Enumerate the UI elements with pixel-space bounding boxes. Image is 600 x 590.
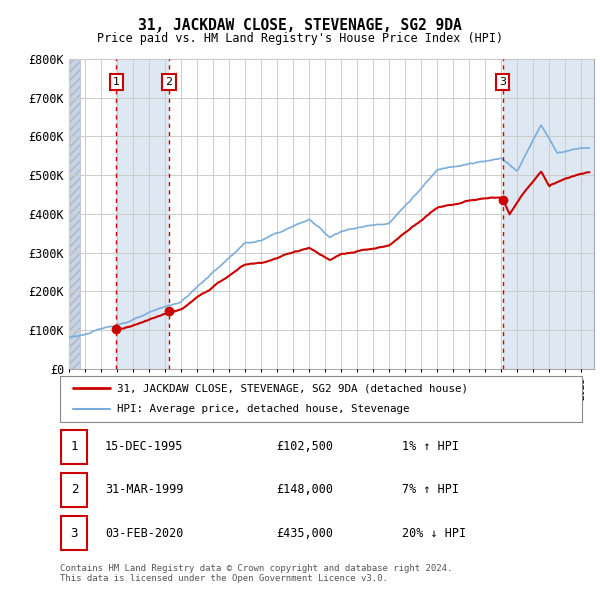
Text: 15-DEC-1995: 15-DEC-1995 [105, 440, 184, 454]
Text: 31, JACKDAW CLOSE, STEVENAGE, SG2 9DA (detached house): 31, JACKDAW CLOSE, STEVENAGE, SG2 9DA (d… [118, 384, 469, 394]
FancyBboxPatch shape [60, 376, 582, 422]
Text: Contains HM Land Registry data © Crown copyright and database right 2024.
This d: Contains HM Land Registry data © Crown c… [60, 563, 452, 583]
Text: Price paid vs. HM Land Registry's House Price Index (HPI): Price paid vs. HM Land Registry's House … [97, 32, 503, 45]
Text: 3: 3 [499, 77, 506, 87]
Text: 1: 1 [71, 440, 78, 454]
Bar [503, 59, 594, 369]
Text: £102,500: £102,500 [276, 440, 333, 454]
FancyBboxPatch shape [61, 516, 88, 550]
Text: 1% ↑ HPI: 1% ↑ HPI [402, 440, 459, 454]
Text: 1: 1 [113, 77, 120, 87]
FancyBboxPatch shape [61, 430, 88, 464]
Text: 03-FEB-2020: 03-FEB-2020 [105, 526, 184, 540]
Text: £148,000: £148,000 [276, 483, 333, 497]
Text: 2: 2 [71, 483, 78, 497]
Text: HPI: Average price, detached house, Stevenage: HPI: Average price, detached house, Stev… [118, 404, 410, 414]
Text: 31-MAR-1999: 31-MAR-1999 [105, 483, 184, 497]
FancyBboxPatch shape [61, 473, 88, 507]
Text: 2: 2 [166, 77, 173, 87]
Bar [69, 59, 80, 369]
Bar [116, 59, 169, 369]
Text: 3: 3 [71, 526, 78, 540]
Text: 7% ↑ HPI: 7% ↑ HPI [402, 483, 459, 497]
Text: 31, JACKDAW CLOSE, STEVENAGE, SG2 9DA: 31, JACKDAW CLOSE, STEVENAGE, SG2 9DA [138, 18, 462, 34]
Bar [69, 59, 80, 369]
Text: £435,000: £435,000 [276, 526, 333, 540]
Text: 20% ↓ HPI: 20% ↓ HPI [402, 526, 466, 540]
